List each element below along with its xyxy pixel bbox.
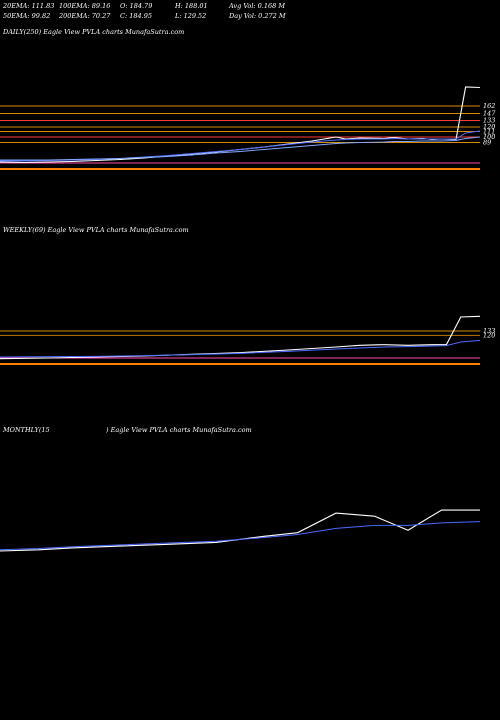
ema200-value: 200EMA: 70.27 (59, 12, 111, 20)
series-line-20ema (0, 339, 481, 358)
price-level-label: 120 (483, 123, 495, 131)
monthly-panel-label-left: MONTHLY(15 (3, 426, 50, 434)
price-level-label: 89 (483, 139, 491, 147)
price-level-label: 133 (483, 327, 495, 335)
monthly-chart (0, 509, 481, 552)
price-level-label: 111 (483, 128, 495, 136)
high-value: H: 188.01 (175, 2, 208, 10)
ema20-value: 20EMA: 111.83 (3, 2, 55, 10)
weekly-panel-label: WEEKLY(69) Eagle View PVLA charts Munafa… (3, 226, 189, 234)
series-line-ema (0, 521, 481, 551)
close-value: C: 184.95 (120, 12, 152, 20)
series-line-50ema (0, 136, 481, 161)
price-level-label: 162 (483, 102, 495, 110)
low-value: L: 129.52 (175, 12, 207, 20)
series-line-20ema (0, 130, 481, 162)
ema50-value: 50EMA: 99.82 (3, 12, 51, 20)
avg-volume-value: Avg Vol: 0.168 M (229, 2, 286, 10)
indicator-header: 20EMA: 111.83 100EMA: 89.16 O: 184.79 H:… (0, 0, 500, 30)
series-line-price (0, 315, 481, 360)
day-volume-value: Day Vol: 0.272 M (229, 12, 286, 20)
price-level-label: 147 (483, 110, 496, 118)
monthly-panel-label-right: ) Eagle View PVLA charts MunafaSutra.com (106, 426, 252, 434)
price-level-label: 133 (483, 117, 495, 125)
open-value: O: 184.79 (120, 2, 153, 10)
series-line-price (0, 509, 480, 552)
price-level-label: 100 (483, 133, 495, 141)
ema100-value: 100EMA: 89.16 (59, 2, 111, 10)
price-level-label: 120 (483, 331, 495, 339)
daily-panel-label: DAILY(250) Eagle View PVLA charts Munafa… (3, 28, 185, 36)
